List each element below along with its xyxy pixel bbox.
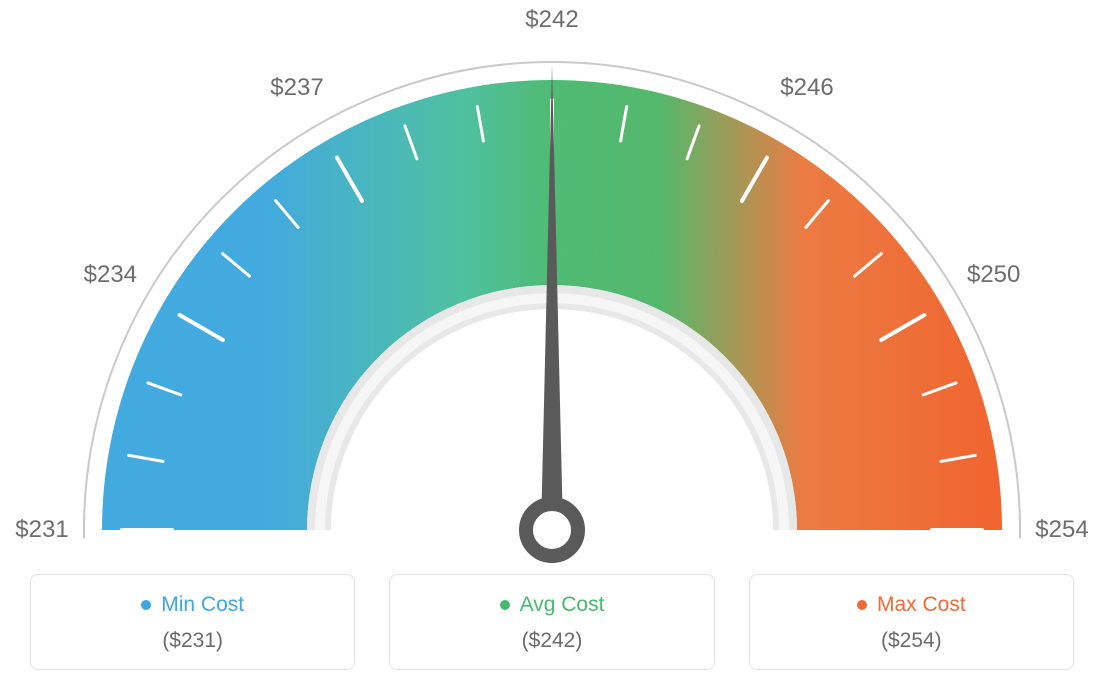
legend-label-min: Min Cost [161,593,244,617]
gauge-tick-label: $237 [270,74,323,102]
legend-dot-min [141,600,151,610]
legend-value-max: ($254) [760,629,1063,653]
legend-label-avg: Avg Cost [520,593,605,617]
cost-gauge-widget: $231 $234 $237 $242 $246 $250 $254 Min Cost ($… [0,0,1104,690]
gauge-tick-label: $246 [780,74,833,102]
legend-row: Min Cost ($231) Avg Cost ($242) Max Cost… [30,574,1074,670]
gauge-chart: $231 $234 $237 $242 $246 $250 $254 [0,0,1104,570]
legend-value-avg: ($242) [400,629,703,653]
legend-value-min: ($231) [41,629,344,653]
legend-dot-avg [500,600,510,610]
legend-card-max: Max Cost ($254) [749,574,1074,670]
legend-label-max: Max Cost [877,593,966,617]
gauge-tick-label: $254 [1035,516,1088,544]
legend-card-avg: Avg Cost ($242) [389,574,714,670]
gauge-tick-label: $234 [84,261,137,289]
legend-dot-max [857,600,867,610]
legend-card-min: Min Cost ($231) [30,574,355,670]
gauge-svg [0,0,1104,570]
gauge-tick-label: $242 [525,6,578,34]
gauge-tick-label: $231 [15,516,68,544]
gauge-tick-label: $250 [967,261,1020,289]
